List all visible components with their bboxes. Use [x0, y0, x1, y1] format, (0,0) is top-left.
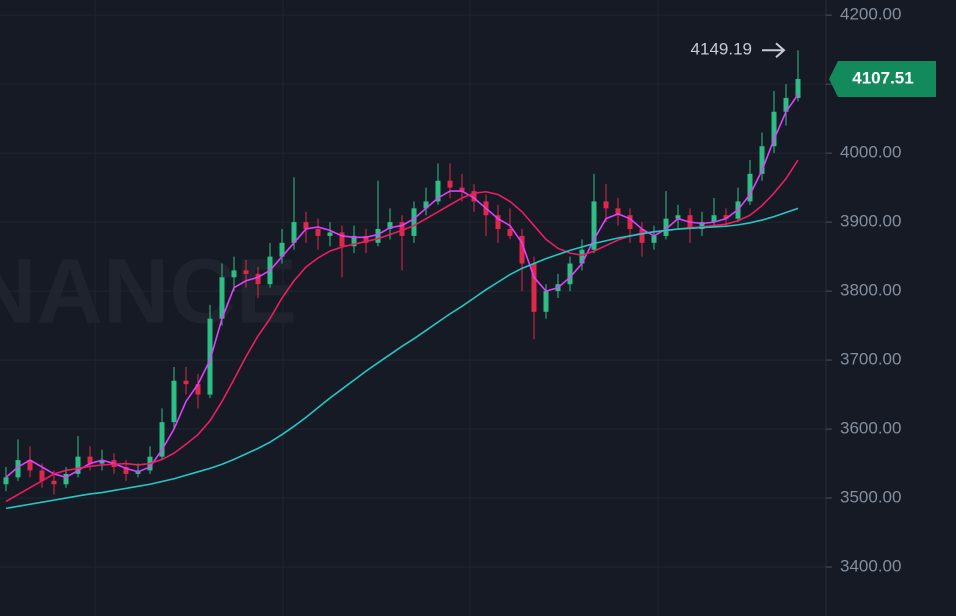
candle-body [51, 480, 57, 485]
candle-body [183, 380, 189, 385]
candle-body [627, 215, 633, 230]
time-grid [94, 0, 659, 616]
last-price-tag [829, 60, 936, 97]
candle-body [363, 235, 369, 243]
candle-body [123, 467, 129, 474]
moving-average [5, 94, 799, 479]
y-tick-label: 4200.00 [840, 5, 901, 24]
candle-body [651, 235, 657, 243]
candle-body [195, 384, 201, 395]
candle-body [315, 229, 321, 236]
candle-body [27, 460, 33, 471]
candle-body [39, 470, 45, 481]
candle-body [507, 229, 513, 236]
candle-body [699, 222, 705, 230]
y-tick-label: 3600.00 [840, 419, 901, 438]
moving-average [5, 207, 799, 510]
candle-body [711, 215, 717, 223]
candle-body [471, 191, 477, 202]
y-tick-label: 3700.00 [840, 350, 901, 369]
y-tick-label: 3800.00 [840, 281, 901, 300]
candle-body [339, 232, 345, 247]
candle-body [387, 222, 393, 230]
candle-body [579, 249, 585, 264]
candle-body [87, 456, 93, 464]
candle-body [411, 208, 417, 236]
candle-body [747, 173, 753, 202]
candle-body [615, 208, 621, 216]
candle-body [759, 146, 765, 174]
candle-body [591, 201, 597, 250]
candle-body [783, 97, 789, 112]
candle-body [327, 232, 333, 236]
high-label: 4149.19 [691, 40, 752, 59]
candle-body [543, 291, 549, 312]
candle-body [795, 78, 801, 98]
y-tick-label: 3500.00 [840, 488, 901, 507]
y-tick-label: 4000.00 [840, 143, 901, 162]
candle-body [771, 111, 777, 147]
candle-body [303, 222, 309, 230]
candle-body [435, 180, 441, 202]
candle-body [603, 201, 609, 209]
candle-body [447, 180, 453, 188]
candle-body [675, 215, 681, 219]
candle-body [159, 422, 165, 457]
candle-body [75, 456, 81, 474]
candle-body [63, 473, 69, 485]
candle-body [291, 222, 297, 243]
candle-body [567, 263, 573, 285]
candle-body [531, 263, 537, 312]
y-tick-label: 3900.00 [840, 212, 901, 231]
candle-body [171, 380, 177, 423]
candle-body [243, 270, 249, 274]
candle-body [99, 460, 105, 464]
y-tick-label: 3400.00 [840, 557, 901, 576]
candle-body [495, 215, 501, 230]
candle-body [279, 242, 285, 257]
candle-body [15, 460, 21, 478]
candle-body [375, 229, 381, 243]
candle-body [663, 218, 669, 236]
candle-body [255, 273, 261, 285]
candle-body [459, 187, 465, 192]
candle-body [231, 270, 237, 278]
candle-body [399, 222, 405, 236]
candle-body [207, 318, 213, 395]
candle-body [3, 477, 9, 485]
candle-body [219, 277, 225, 319]
candle-body [639, 229, 645, 243]
candle-body [723, 215, 729, 219]
candle-body [423, 201, 429, 209]
last-price-label: 4107.51 [852, 68, 913, 87]
candle-body [351, 235, 357, 247]
candle-body [519, 235, 525, 264]
high-arrow [762, 42, 786, 58]
